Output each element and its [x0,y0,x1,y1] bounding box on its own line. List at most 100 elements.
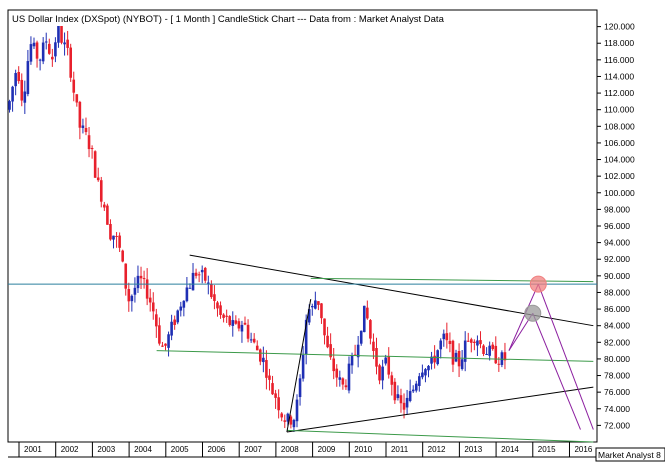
y-tick-label: 92.000 [604,254,630,264]
candle [476,335,479,357]
x-tick-label: 2008 [281,445,299,454]
y-tick-label: 116.000 [604,55,634,65]
x-tick-label: 2014 [501,445,519,454]
candle [127,282,131,312]
candle [399,388,403,413]
candle [329,333,332,360]
candle [191,263,195,291]
candle [430,351,433,370]
candle [222,313,225,323]
y-tick-label: 88.000 [604,287,630,297]
middle-green-line [156,350,594,362]
x-tick-label: 2013 [464,445,482,454]
candle [451,339,455,373]
candle [335,364,339,387]
candle [491,342,495,351]
candle [414,380,418,393]
candle [381,359,384,390]
x-tick-label: 2004 [134,445,152,454]
candle [292,418,296,432]
candle [139,266,143,289]
candle [185,276,189,303]
candle [301,345,305,382]
candle [158,317,161,346]
candle [179,301,183,317]
y-tick-label: 114.000 [604,71,634,81]
candle [473,339,476,351]
candle [96,167,100,182]
candle [396,385,400,401]
candle [283,414,287,429]
candle [121,249,124,263]
y-tick-label: 98.000 [604,204,630,214]
candle [44,32,48,50]
candle [390,371,394,396]
candle [344,379,348,390]
candle [372,333,375,360]
x-tick-label: 2009 [318,445,336,454]
candle [66,30,69,56]
candle [176,309,180,325]
candle [258,348,262,366]
candle [8,99,11,113]
candle [448,332,452,353]
candle [17,66,21,84]
candle [332,347,335,380]
candle [11,85,14,112]
x-tick-label: 2011 [391,445,409,454]
y-tick-label: 118.000 [604,38,634,48]
candle [240,320,244,343]
candle [237,318,241,332]
watermark: Market Analyst 8 [598,450,661,460]
x-tick-label: 2003 [97,445,115,454]
candle [161,341,164,347]
candle [378,363,381,385]
y-tick-label: 86.000 [604,304,630,314]
candle [338,370,342,387]
candle [54,37,57,63]
y-tick-label: 108.000 [604,121,635,131]
projection-down-2 [537,283,594,430]
candle [362,305,366,333]
candle [145,268,149,306]
candle [387,347,391,379]
candle [274,389,277,409]
candle [194,268,198,279]
y-tick-label: 84.000 [604,321,630,331]
candle [210,280,213,299]
y-tick-label: 106.000 [604,138,635,148]
candle [479,331,482,349]
candle [118,232,121,252]
candle [32,37,36,49]
candle [460,350,464,371]
candle [359,330,363,346]
candle [231,311,235,337]
candle [408,379,412,403]
projection-down-1 [532,313,581,430]
grey-target-circle [524,304,542,322]
candle [366,300,369,320]
x-tick-label: 2016 [574,445,592,454]
candle [219,301,222,319]
candle [424,368,427,383]
x-tick-label: 2007 [244,445,262,454]
candle [341,377,345,390]
candle [268,368,271,391]
candle [280,412,284,422]
candle [20,73,24,107]
candle [38,58,42,71]
rally-trendline [286,299,312,433]
candle [78,100,82,140]
candle [23,80,27,114]
candle [320,303,323,324]
candle [427,365,430,378]
candle [148,288,152,312]
candle [115,232,118,248]
candle [26,49,30,97]
candle [106,203,109,225]
x-tick-label: 2015 [538,445,556,454]
candle [439,338,443,359]
x-tick-label: 2002 [61,445,79,454]
candle [170,314,173,341]
x-axis: 2001 2002 2003 2004 2005 2006 2007 2008 2009 2010… [8,442,597,458]
